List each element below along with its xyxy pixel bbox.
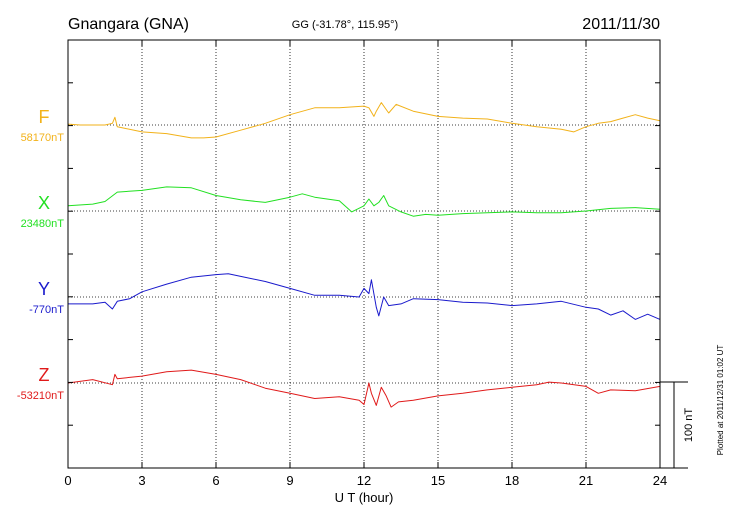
station-title: Gnangara (GNA) bbox=[68, 16, 189, 33]
scale-bar-label: 100 nT bbox=[683, 408, 695, 443]
x-tick-label-7: 21 bbox=[579, 473, 593, 488]
x-tick-label-2: 6 bbox=[212, 473, 219, 488]
chart-date: 2011/11/30 bbox=[582, 16, 660, 33]
series-labels: F 58170nT X 23480nT Y -770nT Z -53210nT bbox=[17, 107, 64, 402]
series-group bbox=[67, 102, 661, 408]
x-tick-label-3: 9 bbox=[286, 473, 293, 488]
x-axis: 0 3 6 9 12 15 18 21 24 bbox=[64, 40, 667, 488]
series-name-Y: Y bbox=[38, 279, 50, 299]
series-baseline-Y: -770nT bbox=[29, 304, 64, 316]
scale-bar: 100 nT bbox=[660, 381, 695, 469]
series-name-F: F bbox=[39, 107, 50, 127]
series-line-Z bbox=[67, 369, 661, 408]
series-name-X: X bbox=[38, 193, 50, 213]
plotted-at-note: Plotted at 2011/12/31 01:02 UT bbox=[716, 345, 725, 456]
series-name-Z: Z bbox=[39, 365, 50, 385]
x-tick-label-6: 18 bbox=[505, 473, 519, 488]
series-baseline-F: 58170nT bbox=[21, 132, 65, 144]
x-tick-label-8: 24 bbox=[653, 473, 667, 488]
series-line-X bbox=[67, 186, 661, 217]
series-line-Y bbox=[68, 273, 661, 320]
series-baseline-Z: -53210nT bbox=[17, 390, 64, 402]
station-coordinates: GG (-31.78°, 115.95°) bbox=[292, 19, 398, 31]
x-axis-label: U T (hour) bbox=[335, 490, 394, 505]
x-tick-label-0: 0 bbox=[64, 473, 71, 488]
series-baseline-X: 23480nT bbox=[21, 218, 65, 230]
x-tick-label-4: 12 bbox=[357, 473, 371, 488]
series-line-F bbox=[67, 102, 661, 139]
x-tick-label-5: 15 bbox=[431, 473, 445, 488]
x-tick-label-1: 3 bbox=[138, 473, 145, 488]
